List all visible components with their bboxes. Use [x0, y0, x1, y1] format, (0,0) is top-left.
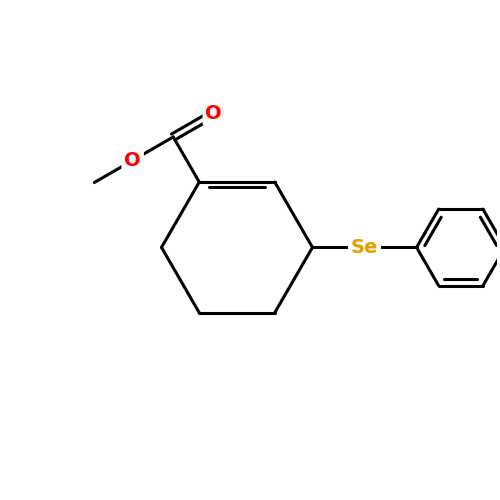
Text: O: O	[124, 151, 141, 170]
Text: O: O	[206, 104, 222, 123]
Text: Se: Se	[351, 238, 378, 257]
